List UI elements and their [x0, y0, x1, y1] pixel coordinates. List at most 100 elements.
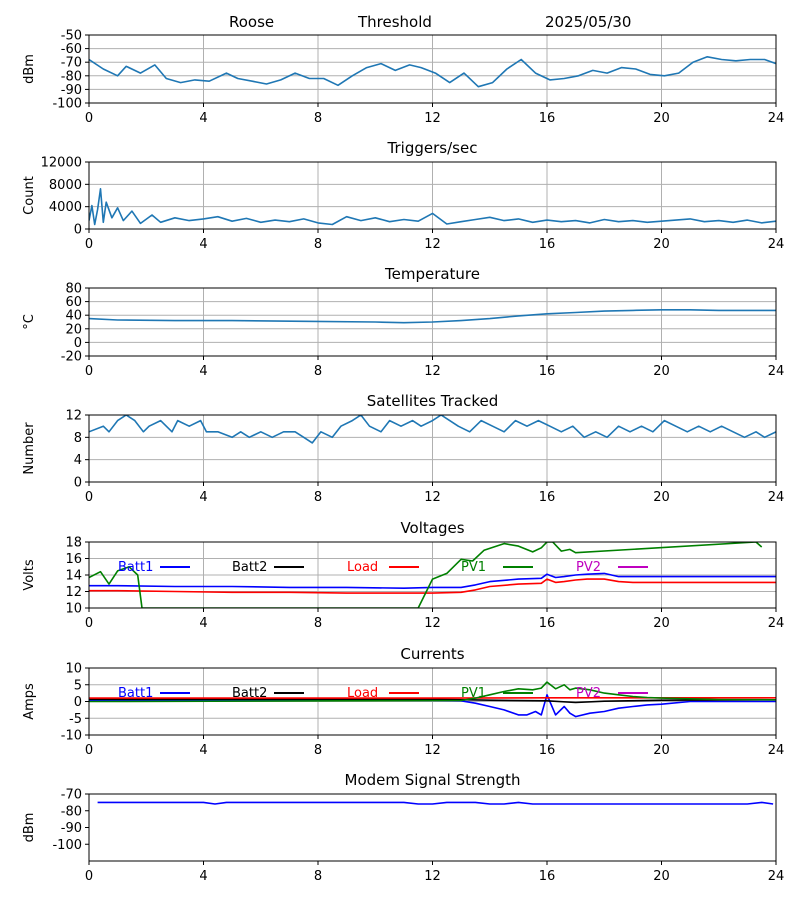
legend-label-batt1: Batt1 [118, 560, 153, 575]
y-tick-label: -20 [61, 350, 82, 365]
x-tick-label: 4 [199, 490, 207, 505]
x-tick-label: 0 [85, 364, 93, 379]
x-tick-label: 0 [85, 743, 93, 758]
y-tick-label: -50 [61, 29, 82, 44]
x-tick-label: 8 [314, 869, 322, 884]
x-tick-label: 16 [539, 364, 556, 379]
y-tick-label: 12 [65, 409, 82, 424]
legend-label-load: Load [347, 686, 378, 701]
panel-title: Satellites Tracked [367, 392, 498, 410]
y-axis-label: Count [22, 176, 37, 215]
header-date: 2025/05/30 [545, 13, 631, 31]
y-tick-label: -80 [61, 69, 82, 84]
x-tick-label: 16 [539, 869, 556, 884]
x-tick-label: 12 [424, 616, 441, 631]
x-tick-label: 0 [85, 869, 93, 884]
x-tick-label: 4 [199, 616, 207, 631]
series-line-signal [89, 56, 776, 88]
series-line-load [89, 578, 776, 594]
y-tick-label: 18 [65, 536, 82, 551]
y-tick-label: 8 [74, 431, 82, 446]
y-tick-label: 40 [65, 309, 82, 324]
x-tick-label: 8 [314, 743, 322, 758]
x-tick-label: 20 [653, 616, 670, 631]
x-tick-label: 8 [314, 237, 322, 252]
panel-signal: 0 4 8 12 16 20 24 -100-90-80-70-60-50 dBm [22, 29, 784, 127]
panel-satellites: 0 4 8 12 16 20 24 0 4 8 12 Satellites Tracked Number [22, 392, 784, 505]
y-axis-label: Amps [22, 683, 37, 720]
x-tick-label: 20 [653, 237, 670, 252]
x-tick-label: 16 [539, 490, 556, 505]
y-tick-label: 12 [65, 585, 82, 600]
x-tick-label: 20 [653, 111, 670, 126]
series-line-pv1 [89, 681, 776, 703]
y-tick-label: -100 [52, 97, 82, 112]
x-tick-label: 20 [653, 364, 670, 379]
y-tick-label: 10 [65, 602, 82, 617]
y-tick-label: 14 [65, 569, 82, 584]
y-tick-label: 0 [74, 223, 82, 238]
y-tick-label: 80 [65, 282, 82, 297]
x-tick-label: 24 [768, 237, 785, 252]
panel-modem: 0 4 8 12 16 20 24 -100 -90 -80-70 Modem Signal Str… [22, 771, 784, 884]
x-tick-label: 4 [199, 237, 207, 252]
series-line-batt1 [89, 572, 776, 589]
series-line-modem [97, 801, 774, 805]
x-tick-label: 8 [314, 111, 322, 126]
panel-title: Triggers/sec [387, 139, 478, 157]
x-tick-label: 4 [199, 869, 207, 884]
x-tick-label: 24 [768, 111, 785, 126]
y-tick-label: -5 [69, 712, 82, 727]
series-line-satellites [89, 415, 776, 444]
legend-label-pv1: PV1 [461, 560, 486, 575]
y-tick-label: 5 [74, 678, 82, 693]
legend-label-pv1: PV1 [461, 686, 486, 701]
series-line-triggers [89, 188, 776, 226]
x-tick-label: 24 [768, 743, 785, 758]
x-tick-label: 4 [199, 111, 207, 126]
header-mode: Threshold [357, 13, 432, 31]
y-tick-label: -70 [61, 56, 82, 71]
x-tick-label: 16 [539, 237, 556, 252]
header-station: Roose [229, 13, 274, 31]
x-tick-label: 16 [539, 616, 556, 631]
x-tick-label: 24 [768, 869, 785, 884]
y-tick-label: 8000 [49, 178, 82, 193]
x-tick-label: 0 [85, 111, 93, 126]
x-tick-label: 0 [85, 237, 93, 252]
x-tick-label: 12 [424, 869, 441, 884]
y-axis-label: Volts [22, 559, 37, 591]
legend-label-pv2: PV2 [576, 686, 601, 701]
y-tick-label: -70 [61, 788, 82, 803]
y-tick-label: 0 [74, 695, 82, 710]
y-tick-label: 10 [65, 662, 82, 677]
x-tick-label: 20 [653, 743, 670, 758]
y-tick-label: 0 [74, 476, 82, 491]
y-tick-label: -10 [61, 729, 82, 744]
legend-label-batt2: Batt2 [232, 686, 267, 701]
legend-label-load: Load [347, 560, 378, 575]
panel-triggers: 0 4 8 12 16 20 24 0 4000 8000 12000 Triggers/sec Cou… [22, 139, 784, 252]
y-tick-label: -60 [61, 42, 82, 57]
y-tick-label: -80 [61, 804, 82, 819]
panel-title: Temperature [384, 265, 480, 283]
y-tick-label: 4 [74, 453, 82, 468]
x-tick-label: 4 [199, 743, 207, 758]
x-tick-label: 12 [424, 490, 441, 505]
x-tick-label: 24 [768, 364, 785, 379]
x-tick-label: 16 [539, 743, 556, 758]
series-line-temperature [89, 309, 776, 324]
y-tick-label: 0 [74, 336, 82, 351]
x-tick-label: 12 [424, 237, 441, 252]
x-tick-label: 12 [424, 364, 441, 379]
x-tick-label: 8 [314, 616, 322, 631]
y-axis-label: dBm [22, 54, 37, 84]
y-tick-label: 12000 [41, 156, 82, 171]
y-tick-label: -90 [61, 821, 82, 836]
y-tick-label: 4000 [49, 200, 82, 215]
legend-label-pv2: PV2 [576, 560, 601, 575]
